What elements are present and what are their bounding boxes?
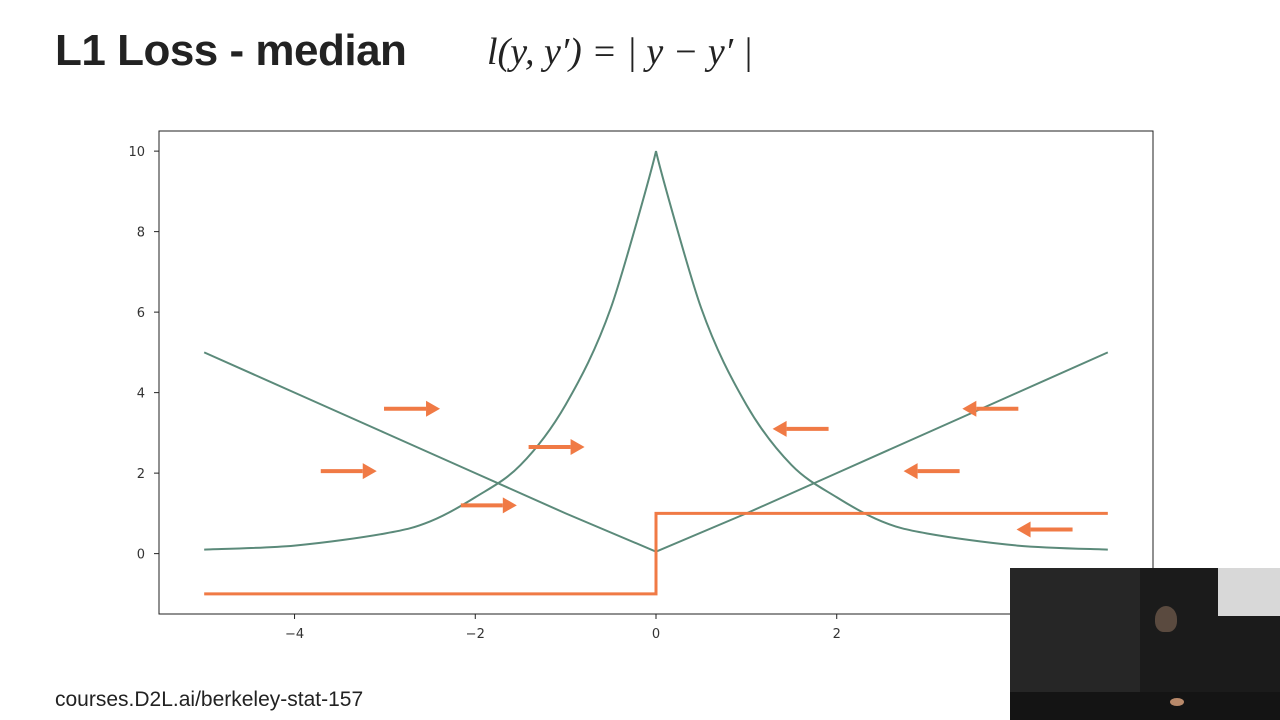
x-tick-label: −4 <box>285 627 304 642</box>
y-tick-label: 10 <box>128 145 145 160</box>
gradient-arrow-right <box>460 497 517 514</box>
y-tick-label: 8 <box>137 226 145 241</box>
webcam-light-spot <box>1170 698 1184 706</box>
likelihood-curve <box>204 150 1108 551</box>
gradient-arrow-right <box>320 463 377 480</box>
course-url: courses.D2L.ai/berkeley-stat-157 <box>55 688 364 711</box>
gradient-arrow-left <box>772 420 829 437</box>
speaker-webcam-overlay <box>1010 568 1280 720</box>
gradient-arrow-left <box>962 400 1019 417</box>
webcam-floor <box>1010 692 1280 720</box>
y-tick-label: 6 <box>137 306 145 321</box>
webcam-speaker <box>1155 606 1177 632</box>
x-tick-label: 0 <box>652 627 660 642</box>
slide-title: L1 Loss - median <box>55 26 407 75</box>
gradient-arrow-right <box>384 400 441 417</box>
gradient-line <box>204 511 1108 596</box>
gradient-arrow-left <box>1016 521 1073 538</box>
x-tick-label: 2 <box>833 627 841 642</box>
loss-formula: l(y, y′) = | y − y′ | <box>487 31 754 73</box>
gradient-arrow-right <box>528 438 585 455</box>
y-tick-label: 4 <box>137 387 145 402</box>
y-tick-label: 2 <box>137 467 145 482</box>
gradient-arrow-left <box>903 463 960 480</box>
x-tick-label: −2 <box>466 627 485 642</box>
webcam-screen <box>1218 568 1280 616</box>
y-tick-label: 0 <box>137 548 145 563</box>
